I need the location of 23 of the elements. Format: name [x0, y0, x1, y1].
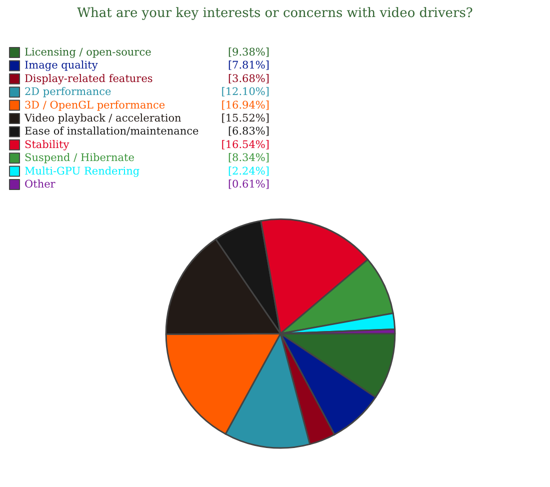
data-label: [0.61%] — [228, 178, 270, 190]
data-label: [6.83%] — [228, 126, 270, 138]
legend-label: Stability — [24, 138, 70, 151]
legend-label: Video playback / acceleration — [24, 112, 182, 124]
legend-label: Suspend / Hibernate — [24, 152, 134, 164]
data-label: [12.10%] — [221, 86, 270, 98]
data-label: [15.52%] — [221, 112, 270, 124]
legend-label: 3D / OpenGL performance — [24, 99, 166, 112]
data-label: [7.81%] — [228, 60, 270, 72]
data-label: [8.34%] — [228, 152, 270, 164]
legend-label: Display-related features — [24, 72, 153, 85]
data-label: [2.24%] — [228, 165, 270, 178]
data-label: [3.68%] — [228, 72, 270, 85]
legend-label: Other — [24, 178, 56, 190]
legend-label: Licensing / open-source — [24, 46, 152, 58]
chart-title: What are your key interests or concerns with video drivers? — [77, 6, 473, 21]
legend-label: Image quality — [24, 60, 98, 72]
legend-label: Ease of installation/maintenance — [24, 126, 199, 138]
data-label: [9.38%] — [228, 46, 270, 58]
legend-label: 2D performance — [24, 86, 112, 98]
data-label: [16.54%] — [221, 138, 270, 151]
data-label: [16.94%] — [221, 99, 270, 112]
legend-label: Multi-GPU Rendering — [24, 165, 140, 178]
